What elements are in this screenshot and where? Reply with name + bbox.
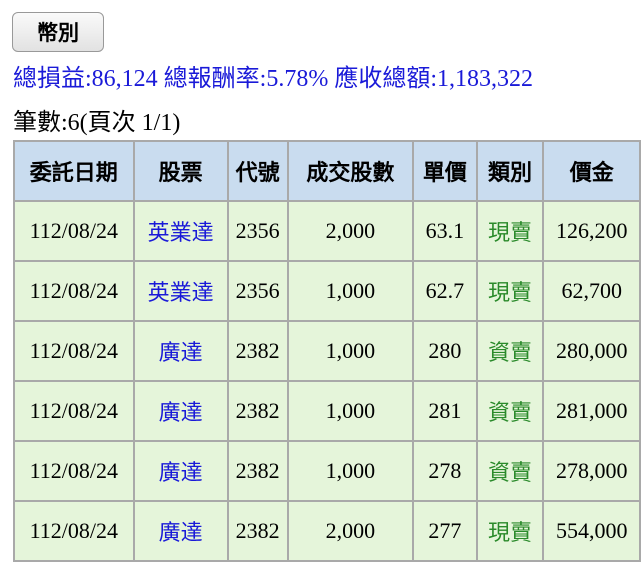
cell: 1,000 [286, 380, 415, 442]
cell: 英業達 [132, 200, 229, 262]
cell: 2382 [226, 320, 289, 382]
column-header: 成交股數 [286, 140, 415, 202]
cell: 2,000 [286, 200, 415, 262]
cell: 2382 [226, 440, 289, 502]
cell: 廣達 [132, 320, 229, 382]
cell: 2,000 [286, 500, 415, 562]
cell: 112/08/24 [13, 320, 135, 382]
cell: 63.1 [412, 200, 478, 262]
cell: 資賣 [475, 320, 545, 382]
column-header: 類別 [475, 140, 545, 202]
cell: 英業達 [132, 260, 229, 322]
cell: 62,700 [542, 260, 641, 322]
column-header: 價金 [542, 140, 641, 202]
orders-table: 委託日期 股票 代號 成交股數 單價 類別 價金 112/08/24 英業達 2356 2,000… [13, 140, 641, 562]
cell: 277 [412, 500, 478, 562]
summary-item: 總報酬率:5.78% [163, 66, 329, 92]
cell: 62.7 [412, 260, 478, 322]
cell: 1,000 [286, 260, 415, 322]
cell: 112/08/24 [13, 260, 135, 322]
cell: 1,000 [286, 320, 415, 382]
cell: 廣達 [132, 440, 229, 502]
cell: 278,000 [542, 440, 641, 502]
cell: 2356 [226, 200, 289, 262]
table-row: 112/08/24 廣達 2382 1,000 278 資賣 278,000 [13, 440, 641, 502]
summary: 總損益:86,124 總報酬率:5.78% 應收總額:1,183,322 [13, 58, 539, 93]
cell: 1,000 [286, 440, 415, 502]
header-row: 委託日期 股票 代號 成交股數 單價 類別 價金 [13, 140, 641, 202]
cell: 280 [412, 320, 478, 382]
cell: 281,000 [542, 380, 641, 442]
cell: 2356 [226, 260, 289, 322]
cell: 278 [412, 440, 478, 502]
cell: 112/08/24 [13, 380, 135, 442]
cell: 廣達 [132, 500, 229, 562]
summary-item: 應收總額:1,183,322 [334, 66, 534, 92]
table-row: 112/08/24 廣達 2382 1,000 281 資賣 281,000 [13, 380, 641, 442]
table-row: 112/08/24 英業達 2356 2,000 63.1 現賣 126,200 [13, 200, 641, 262]
cell: 現賣 [475, 200, 545, 262]
cell: 資賣 [475, 440, 545, 502]
cell: 280,000 [542, 320, 641, 382]
cell: 現賣 [475, 500, 545, 562]
currency-button[interactable]: 幣別 [12, 12, 104, 52]
table-row: 112/08/24 廣達 2382 1,000 280 資賣 280,000 [13, 320, 641, 382]
cell: 2382 [226, 500, 289, 562]
cell: 112/08/24 [13, 440, 135, 502]
table-row: 112/08/24 英業達 2356 1,000 62.7 現賣 62,700 [13, 260, 641, 322]
table-row: 112/08/24 廣達 2382 2,000 277 現賣 554,000 [13, 500, 641, 562]
column-header: 股票 [132, 140, 229, 202]
column-header: 委託日期 [13, 140, 135, 202]
cell: 126,200 [542, 200, 641, 262]
cell: 2382 [226, 380, 289, 442]
record-count: 筆數:6(頁次 1/1) [13, 110, 181, 136]
cell: 廣達 [132, 380, 229, 442]
column-header: 代號 [226, 140, 289, 202]
cell: 現賣 [475, 260, 545, 322]
cell: 281 [412, 380, 478, 442]
cell: 554,000 [542, 500, 641, 562]
column-header: 單價 [412, 140, 478, 202]
cell: 資賣 [475, 380, 545, 442]
cell: 112/08/24 [13, 500, 135, 562]
cell: 112/08/24 [13, 200, 135, 262]
summary-item: 總損益:86,124 [13, 66, 158, 92]
